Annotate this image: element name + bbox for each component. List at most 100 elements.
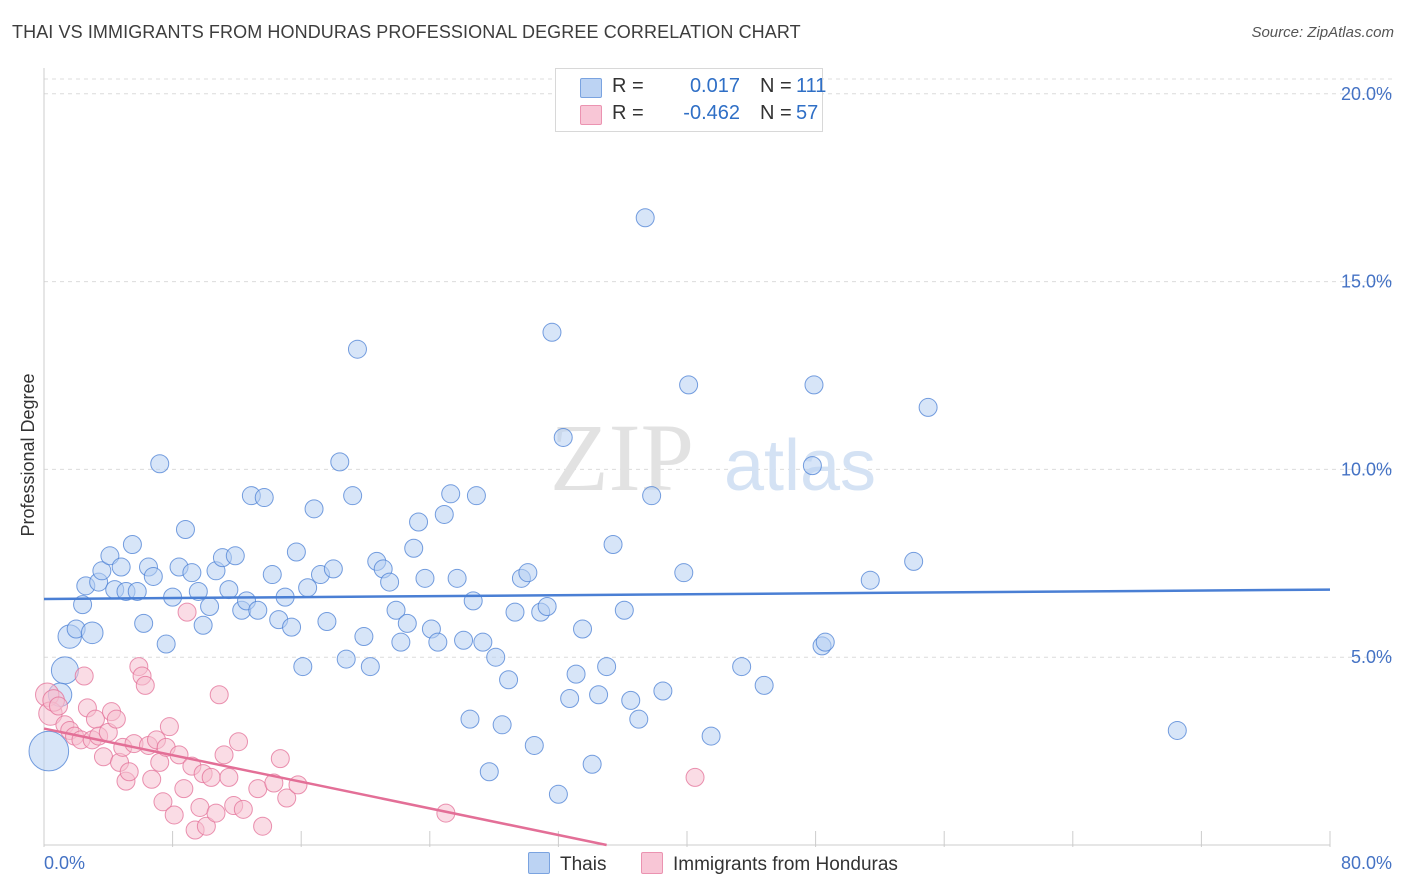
legend-n-label: N = — [760, 102, 792, 124]
source-label: Source: ZipAtlas.com — [1251, 24, 1394, 41]
trend-line-thais — [43, 588, 1331, 601]
point-thais — [336, 649, 356, 669]
point-thais — [317, 612, 337, 632]
point-thais — [518, 563, 538, 583]
point-thais — [434, 504, 454, 524]
legend-n-label: N = — [760, 75, 792, 97]
point-thais — [553, 427, 573, 447]
point-thais — [293, 657, 313, 677]
point-honduras — [74, 666, 94, 686]
point-thais — [409, 512, 429, 532]
point-thais — [486, 647, 506, 667]
point-thais — [589, 685, 609, 705]
legend-r-value: -0.462 — [683, 102, 740, 124]
point-honduras — [214, 745, 234, 765]
series-label-thais: Thais — [560, 854, 607, 875]
point-thais — [262, 565, 282, 585]
series-label-honduras: Immigrants from Honduras — [673, 854, 898, 875]
point-thais — [122, 535, 142, 555]
point-thais — [597, 657, 617, 677]
point-honduras — [174, 779, 194, 799]
point-thais — [428, 632, 448, 652]
point-honduras — [209, 685, 229, 705]
point-thais — [466, 486, 486, 506]
point-thais — [479, 762, 499, 782]
point-thais — [156, 634, 176, 654]
point-thais — [182, 563, 202, 583]
legend-n-value: 111 — [796, 75, 827, 97]
point-honduras — [685, 767, 705, 787]
chart-title: THAI VS IMMIGRANTS FROM HONDURAS PROFESS… — [12, 22, 801, 42]
point-thais — [918, 397, 938, 417]
point-thais — [653, 681, 673, 701]
point-thais — [679, 375, 699, 395]
point-thais — [248, 600, 268, 620]
point-thais — [404, 538, 424, 558]
point-honduras — [106, 709, 126, 729]
point-thais — [441, 484, 461, 504]
point-honduras — [93, 747, 113, 767]
point-honduras — [270, 749, 290, 769]
series-swatch-honduras — [641, 852, 663, 874]
point-thais — [804, 375, 824, 395]
point-thais — [343, 486, 363, 506]
y-tick-label: 10.0% — [1341, 459, 1392, 479]
watermark: ZIP atlas — [550, 404, 876, 511]
data-points — [28, 208, 1187, 840]
point-thais — [219, 580, 239, 600]
point-thais — [360, 657, 380, 677]
x-tick-label-max: 80.0% — [1341, 853, 1392, 873]
point-thais — [254, 488, 274, 508]
point-thais — [354, 627, 374, 647]
point-thais — [802, 456, 822, 476]
watermark-atlas: atlas — [724, 426, 876, 506]
point-thais — [460, 709, 480, 729]
point-thais — [330, 452, 350, 472]
point-honduras — [277, 788, 297, 808]
point-thais — [127, 581, 147, 601]
point-honduras — [153, 792, 173, 812]
point-thais — [629, 709, 649, 729]
point-honduras — [219, 767, 239, 787]
trend-lines — [43, 588, 1331, 847]
point-thais — [175, 519, 195, 539]
point-thais — [225, 546, 245, 566]
point-honduras — [196, 816, 216, 836]
point-thais — [614, 600, 634, 620]
point-thais — [282, 617, 302, 637]
point-thais — [28, 730, 70, 772]
point-thais — [754, 675, 774, 695]
point-honduras — [177, 602, 197, 622]
point-thais — [323, 559, 343, 579]
point-thais — [701, 726, 721, 746]
y-tick-label: 20.0% — [1341, 84, 1392, 104]
y-axis-label: Professional Degree — [18, 373, 38, 536]
point-thais — [111, 557, 131, 577]
point-thais — [560, 689, 580, 709]
point-thais — [524, 735, 544, 755]
point-honduras — [119, 762, 139, 782]
point-honduras — [190, 797, 210, 817]
legend-r-label: R = — [612, 75, 644, 97]
x-tick-label-min: 0.0% — [44, 853, 85, 873]
legend-swatch-honduras — [580, 105, 602, 125]
point-thais — [134, 613, 154, 633]
point-honduras — [48, 696, 68, 716]
point-thais — [499, 670, 519, 690]
point-thais — [815, 632, 835, 652]
point-thais — [542, 322, 562, 342]
point-thais — [50, 656, 79, 685]
point-thais — [904, 551, 924, 571]
point-thais — [537, 596, 557, 616]
point-thais — [188, 581, 208, 601]
point-thais — [150, 454, 170, 474]
point-honduras — [248, 779, 268, 799]
series-legend-honduras: Immigrants from Honduras — [641, 852, 898, 876]
point-thais — [1167, 720, 1187, 740]
point-thais — [566, 664, 586, 684]
point-thais — [582, 754, 602, 774]
point-honduras — [229, 732, 249, 752]
point-honduras — [206, 803, 226, 823]
point-thais — [347, 339, 367, 359]
